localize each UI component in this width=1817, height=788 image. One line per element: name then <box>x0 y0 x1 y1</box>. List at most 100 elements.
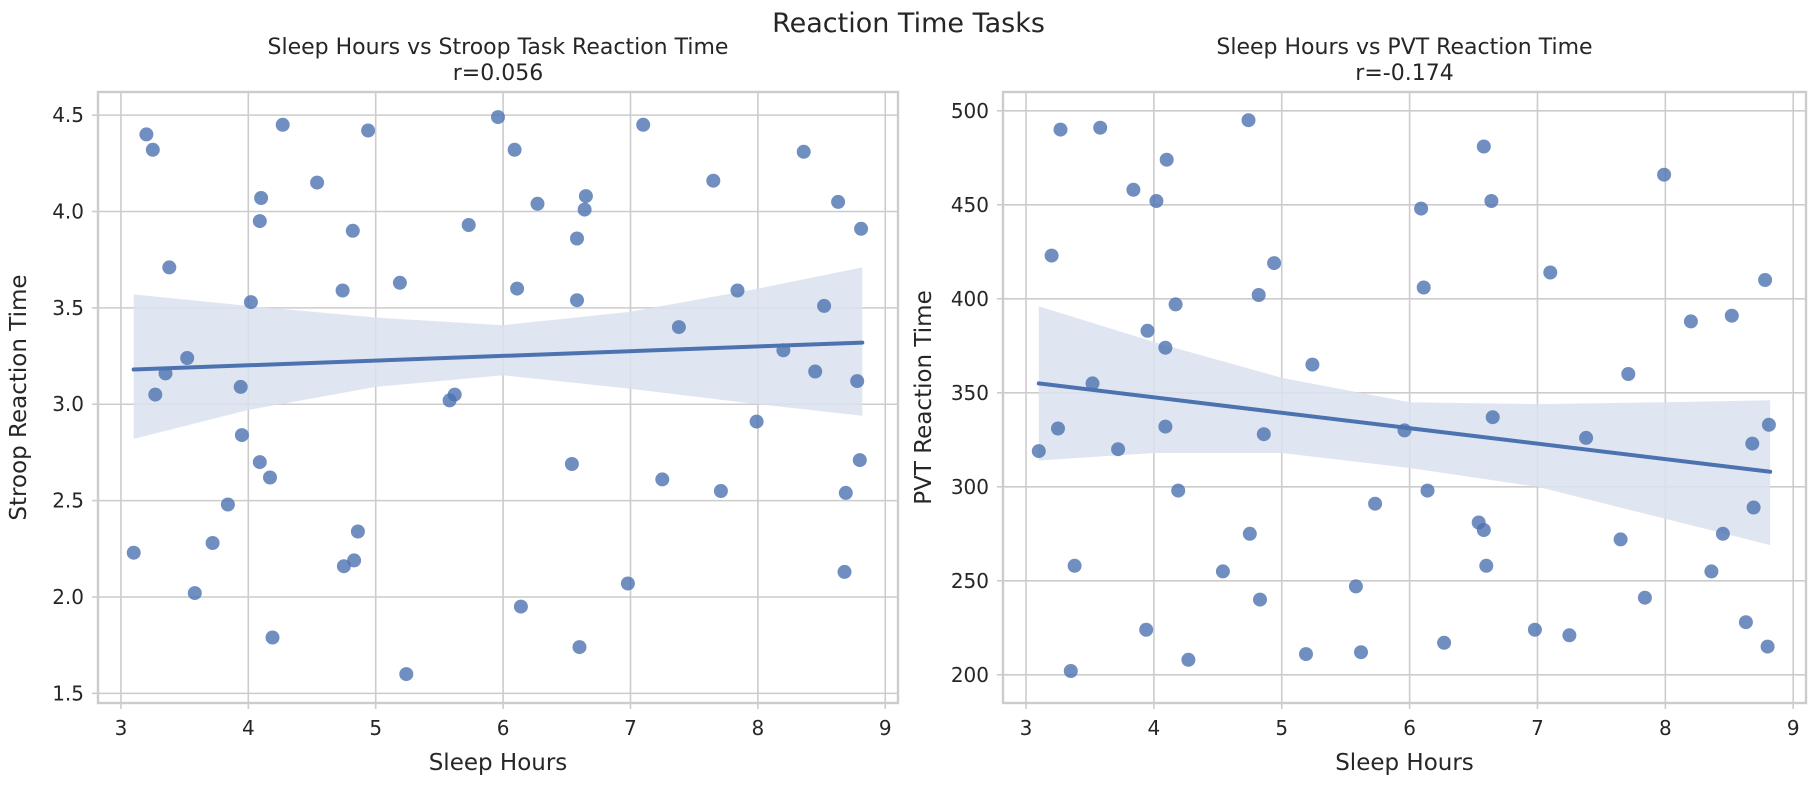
stroop-data-point <box>578 189 593 204</box>
stroop-y-tick-label: 4.5 <box>52 103 84 127</box>
stroop-y-axis-label: Stroop Reaction Time <box>6 274 32 520</box>
stroop-points <box>126 110 869 682</box>
stroop-data-point <box>577 202 592 217</box>
stroop-data-point <box>513 599 528 614</box>
pvt-data-point <box>1368 496 1383 511</box>
stroop-data-point <box>361 123 376 138</box>
stroop-data-point <box>139 127 154 142</box>
stroop-chart-title: Sleep Hours vs Stroop Task Reaction Time <box>268 35 729 60</box>
pvt-data-point <box>1256 427 1271 442</box>
pvt-data-point <box>1745 436 1760 451</box>
pvt-chart-title: Sleep Hours vs PVT Reaction Time <box>1216 35 1592 60</box>
stroop-y-tick-label: 2.5 <box>52 489 84 513</box>
pvt-data-point <box>1621 367 1636 381</box>
stroop-data-point <box>491 110 505 125</box>
stroop-data-point <box>145 142 160 157</box>
stroop-y-tick-label: 4.0 <box>52 200 84 224</box>
stroop-x-tick-label: 6 <box>497 716 510 740</box>
stroop-data-point <box>162 260 177 275</box>
pvt-data-point <box>1181 652 1196 667</box>
stroop-data-point <box>180 351 195 365</box>
stroop-data-point <box>347 553 362 568</box>
pvt-x-axis-label: Sleep Hours <box>1335 750 1474 776</box>
stroop-data-point <box>252 455 267 470</box>
pvt-data-point <box>1168 297 1183 312</box>
stroop-x-axis-label: Sleep Hours <box>429 750 568 776</box>
pvt-points <box>1031 113 1776 678</box>
pvt-data-point <box>1149 194 1164 208</box>
stroop-y-tick-label: 3.5 <box>52 296 84 320</box>
stroop-data-point <box>852 453 867 468</box>
stroop-data-point <box>808 364 823 379</box>
stroop-x-tick-label: 7 <box>624 716 637 740</box>
stroop-data-point <box>730 283 745 298</box>
pvt-data-point <box>1044 248 1059 263</box>
pvt-data-point <box>1159 152 1174 167</box>
pvt-data-point <box>1140 323 1155 338</box>
pvt-y-tick-label: 450 <box>951 193 989 217</box>
pvt-data-point <box>1485 410 1500 425</box>
pvt-data-point <box>1760 639 1775 654</box>
pvt-data-point <box>1476 523 1491 537</box>
pvt-data-point <box>1085 376 1100 391</box>
pvt-data-point <box>1683 314 1698 329</box>
pvt-data-point <box>1746 500 1761 515</box>
stroop-data-point <box>461 218 476 232</box>
pvt-data-point <box>1139 622 1154 637</box>
pvt-data-point <box>1527 622 1542 637</box>
pvt-data-point <box>1484 194 1499 208</box>
pvt-data-point <box>1305 357 1320 372</box>
pvt-data-point <box>1031 444 1046 459</box>
stroop-gridlines <box>98 92 898 703</box>
pvt-data-point <box>1637 590 1652 605</box>
stroop-data-point <box>336 559 351 574</box>
pvt-data-point <box>1242 526 1257 541</box>
pvt-data-point <box>1761 417 1776 432</box>
pvt-data-point <box>1171 483 1186 498</box>
pvt-data-point <box>1251 288 1266 302</box>
stroop-data-point <box>831 194 846 209</box>
stroop-data-point <box>233 379 248 394</box>
pvt-data-point <box>1704 564 1719 579</box>
pvt-data-point <box>1267 256 1282 271</box>
pvt-y-tick-label: 250 <box>951 569 989 593</box>
pvt-data-point <box>1579 430 1594 445</box>
stroop-data-point <box>252 214 267 229</box>
pvt-data-point <box>1215 564 1230 579</box>
stroop-data-point <box>234 428 249 443</box>
pvt-data-point <box>1715 526 1730 541</box>
stroop-data-point <box>838 485 853 500</box>
pvt-data-point <box>1158 419 1173 434</box>
pvt-data-point <box>1348 579 1363 594</box>
stroop-data-point <box>671 320 686 335</box>
stroop-data-point <box>564 457 579 471</box>
stroop-data-point <box>205 536 220 550</box>
stroop-data-point <box>655 472 670 487</box>
pvt-data-point <box>1437 635 1452 650</box>
stroop-chart-subtitle: r=0.056 <box>453 61 543 86</box>
stroop-data-point <box>148 387 163 402</box>
pvt-data-point <box>1479 558 1494 573</box>
pvt-regression-line <box>1036 381 1773 474</box>
pvt-data-point <box>1063 664 1078 678</box>
pvt-data-point <box>1416 280 1431 295</box>
pvt-y-axis-label: PVT Reaction Time <box>911 290 937 504</box>
pvt-data-point <box>1476 139 1491 154</box>
pvt-y-tick-label: 200 <box>951 663 989 687</box>
stroop-y-tick-label: 3.0 <box>52 392 84 416</box>
pvt-y-tick-label: 350 <box>951 381 989 405</box>
pvt-data-point <box>1126 182 1141 197</box>
pvt-data-point <box>1253 592 1267 607</box>
stroop-data-point <box>392 275 407 290</box>
stroop-data-point <box>850 374 865 389</box>
stroop-axes-frame <box>96 90 900 705</box>
stroop-data-point <box>570 293 584 308</box>
stroop-x-tick-label: 8 <box>752 716 765 740</box>
pvt-data-point <box>1420 483 1435 498</box>
pvt-data-point <box>1299 647 1313 662</box>
stroop-chart-panel: 3 4 5 6 7 8 9 1.5 2.0 2.5 3.0 3.5 4.0 4.5 Sleep Hour… <box>6 35 900 776</box>
stroop-data-point <box>636 117 651 132</box>
pvt-x-tick-label: 8 <box>1659 716 1672 740</box>
pvt-gridlines <box>1003 92 1806 703</box>
